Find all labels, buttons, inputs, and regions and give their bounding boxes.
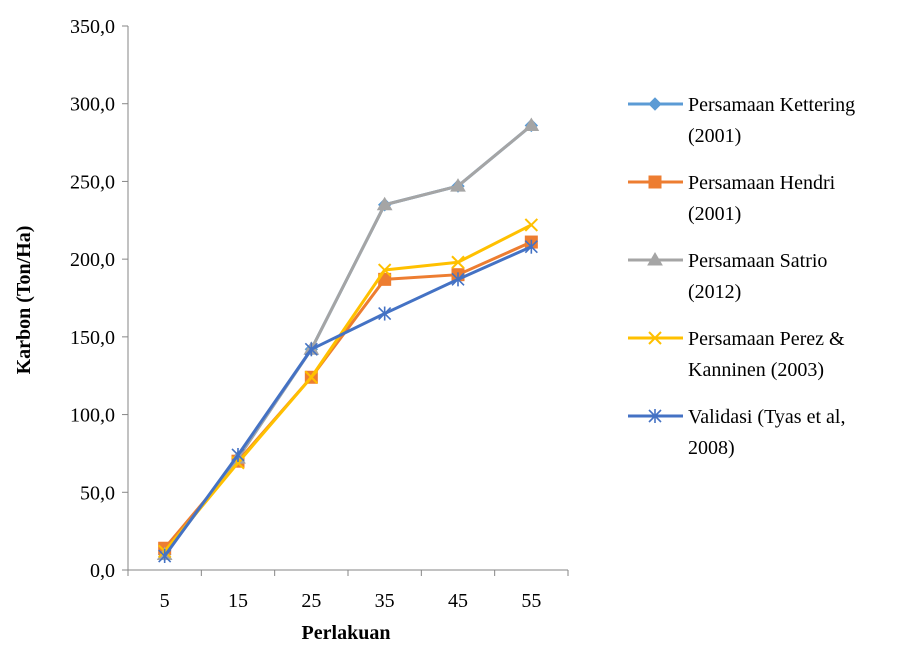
y-tick-label: 100,0 <box>70 405 115 427</box>
data-point <box>377 263 392 277</box>
x-tick-label: 35 <box>375 590 395 612</box>
y-tick-label: 300,0 <box>70 94 115 116</box>
data-point <box>451 272 465 287</box>
legend-label: Persamaan Perez & <box>688 328 845 350</box>
series-line <box>163 124 533 556</box>
legend-item: Persamaan Perez & Kanninen (2003) <box>628 328 845 381</box>
y-tick-label: 250,0 <box>70 171 115 193</box>
legend-marker <box>648 409 662 423</box>
series-4 <box>157 218 539 559</box>
legend-label: (2012) <box>688 281 741 303</box>
legend-label: (2001) <box>688 203 741 225</box>
series-line <box>163 240 532 550</box>
legend-label: (2001) <box>688 125 741 147</box>
legend: Persamaan Kettering(2001)Persamaan Hendr… <box>628 94 855 459</box>
y-tick-label: 350,0 <box>70 16 115 38</box>
x-tick-label: 5 <box>160 590 170 612</box>
legend-label: Persamaan Kettering <box>688 94 855 116</box>
series-5 <box>158 239 538 564</box>
y-tick-label: 200,0 <box>70 249 115 271</box>
x-tick-label: 15 <box>228 590 248 612</box>
data-point <box>523 117 540 131</box>
axes: 0,0 50,0 100,0 150,0 200,0 250,0 300,0 350,0 5 15… <box>70 16 569 612</box>
data-point <box>304 370 319 384</box>
x-tick-label: 45 <box>448 590 468 612</box>
x-axis-title: Perlakuan <box>302 622 391 644</box>
legend-label: Validasi (Tyas et al, <box>688 406 845 428</box>
x-tick-label: 55 <box>521 590 541 612</box>
y-axis-title: Karbon (Ton/Ha) <box>13 226 35 375</box>
legend-item: Persamaan Satrio (2012) <box>628 250 827 303</box>
legend-label: Persamaan Satrio <box>688 250 827 272</box>
data-point <box>376 196 393 211</box>
data-point <box>304 342 318 357</box>
series-layer <box>156 117 540 564</box>
legend-label: 2008) <box>688 437 735 459</box>
series-line <box>163 124 533 556</box>
data-point <box>524 218 539 232</box>
data-point <box>158 549 172 564</box>
series-line <box>163 223 533 553</box>
legend-marker <box>648 97 662 111</box>
data-point <box>378 306 392 321</box>
data-point <box>524 239 538 254</box>
data-point <box>231 447 245 462</box>
legend-item: Validasi (Tyas et al, 2008) <box>628 406 845 459</box>
legend-marker <box>648 175 662 189</box>
series-3 <box>156 117 540 560</box>
legend-item: Persamaan Hendri (2001) <box>628 172 836 225</box>
legend-label: Kanninen (2003) <box>688 359 824 381</box>
series-2 <box>158 235 538 555</box>
legend-item: Persamaan Kettering (2001) <box>628 94 855 147</box>
legend-label: Persamaan Hendri <box>688 172 836 194</box>
series-line <box>163 245 532 557</box>
data-point <box>450 178 466 192</box>
legend-marker <box>648 331 662 345</box>
y-tick-label: 50,0 <box>80 482 115 504</box>
x-tick-label: 25 <box>301 590 321 612</box>
legend-marker <box>647 252 663 266</box>
y-tick-label: 150,0 <box>70 327 115 349</box>
data-point <box>451 255 465 269</box>
y-tick-label: 0,0 <box>90 560 115 582</box>
series-1 <box>157 118 539 562</box>
